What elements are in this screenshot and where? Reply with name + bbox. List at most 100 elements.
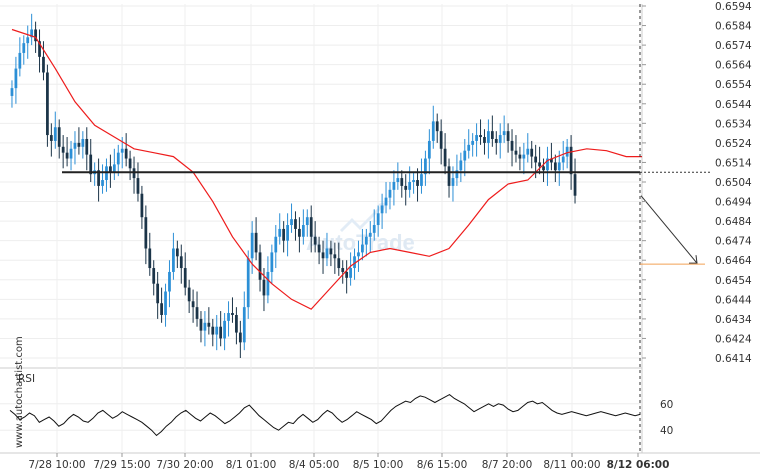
candle-body xyxy=(550,158,553,163)
candle-body xyxy=(211,326,215,335)
price-tick-label: 0.6474 xyxy=(715,236,752,248)
candle-body xyxy=(172,248,175,272)
price-tick-label: 0.6554 xyxy=(715,79,752,91)
candle-body xyxy=(518,154,522,159)
candle-body xyxy=(353,256,356,269)
candle-body xyxy=(384,197,388,206)
candle-body xyxy=(357,252,360,257)
candle-body xyxy=(427,140,431,159)
candle-body xyxy=(22,43,26,53)
candle-body xyxy=(364,236,368,245)
candle-body xyxy=(490,131,494,139)
price-tick-label: 0.6544 xyxy=(715,99,752,111)
time-tick-label: 8/1 01:00 xyxy=(226,459,277,471)
moving-average-line xyxy=(11,28,642,310)
price-tick-label: 0.6484 xyxy=(715,216,752,228)
candle-body xyxy=(561,156,565,163)
price-tick-label: 0.6514 xyxy=(715,157,752,169)
candle-body xyxy=(156,283,160,304)
projection-arrowhead xyxy=(689,255,698,264)
candle-body xyxy=(294,219,297,229)
price-tick-label: 0.6594 xyxy=(715,1,752,13)
rsi-panel: 60 40 xyxy=(0,367,673,437)
candle-body xyxy=(380,205,384,214)
candle-body xyxy=(392,182,396,190)
time-tick-label: 8/7 20:00 xyxy=(482,459,533,471)
candle-body xyxy=(258,252,262,280)
candle-body xyxy=(101,180,104,186)
candle-body xyxy=(203,322,207,331)
candle-body xyxy=(179,256,183,269)
candle-body xyxy=(109,166,112,173)
candle-body xyxy=(42,56,45,73)
candle-body xyxy=(431,121,435,141)
candle-body xyxy=(53,127,57,141)
candle-body xyxy=(262,279,266,296)
candle-body xyxy=(266,271,270,296)
candle-body xyxy=(400,178,404,186)
candle-body xyxy=(18,52,22,69)
candle-body xyxy=(475,135,478,141)
candle-body xyxy=(376,213,380,226)
candle-body xyxy=(345,271,349,278)
candle-body xyxy=(305,217,309,226)
candle-body xyxy=(542,166,545,171)
candle-body xyxy=(546,158,549,171)
candle-body xyxy=(81,138,85,147)
candle-body xyxy=(254,232,258,253)
candle-body xyxy=(534,156,538,163)
candle-body xyxy=(120,148,124,153)
price-tick-label: 0.6494 xyxy=(715,197,752,209)
candle-body xyxy=(447,166,451,186)
time-tick-label: 7/29 15:00 xyxy=(93,459,150,471)
candle-body xyxy=(160,303,163,315)
candle-body xyxy=(61,146,65,153)
candle-body xyxy=(522,154,526,159)
candle-body xyxy=(483,137,486,143)
candle-body xyxy=(77,142,81,147)
candle-body xyxy=(412,180,415,182)
candle-body xyxy=(246,258,250,308)
time-tick-label: 8/5 10:00 xyxy=(353,459,404,471)
candle-body xyxy=(471,140,475,145)
time-tick-label: 8/6 15:00 xyxy=(417,459,468,471)
candle-body xyxy=(97,170,100,186)
candle-body xyxy=(187,287,191,302)
candle-body xyxy=(183,268,187,288)
candle-body xyxy=(136,178,140,194)
candle-body xyxy=(69,148,73,159)
candle-body xyxy=(140,193,144,218)
candle-body xyxy=(309,217,313,237)
candle-body xyxy=(290,219,293,226)
watermark-logo: AutoTrade xyxy=(306,230,415,255)
watermark-arrow-icon xyxy=(340,202,386,232)
candle-body xyxy=(34,29,37,42)
candle-body xyxy=(148,248,152,269)
price-tick-label: 0.6434 xyxy=(715,314,752,326)
time-tick-label: 8/11 00:00 xyxy=(543,459,600,471)
candle-body xyxy=(298,228,301,237)
candle-body xyxy=(408,182,412,190)
candle-body xyxy=(207,322,211,327)
side-watermark: www.autochartist.com xyxy=(14,336,25,448)
candle-body xyxy=(14,68,18,89)
candle-body xyxy=(46,72,49,136)
candle-body xyxy=(49,135,53,141)
price-tick-label: 0.6584 xyxy=(715,21,752,33)
candle-body xyxy=(270,252,274,272)
candle-body xyxy=(85,138,89,155)
candle-body xyxy=(443,148,447,167)
rsi-label: RSI xyxy=(18,373,35,385)
time-tick-label: 7/30 20:00 xyxy=(156,459,213,471)
candle-body xyxy=(404,185,408,190)
candle-body xyxy=(439,131,443,149)
candle-body xyxy=(57,127,61,147)
price-tick-label: 0.6534 xyxy=(715,118,752,130)
price-tick-label: 0.6424 xyxy=(715,333,752,345)
candle-body xyxy=(191,301,195,308)
candle-body xyxy=(372,225,376,233)
candle-body xyxy=(112,164,116,173)
projection-arrow xyxy=(640,195,698,264)
candle-body xyxy=(242,307,246,343)
candle-body xyxy=(329,248,333,255)
